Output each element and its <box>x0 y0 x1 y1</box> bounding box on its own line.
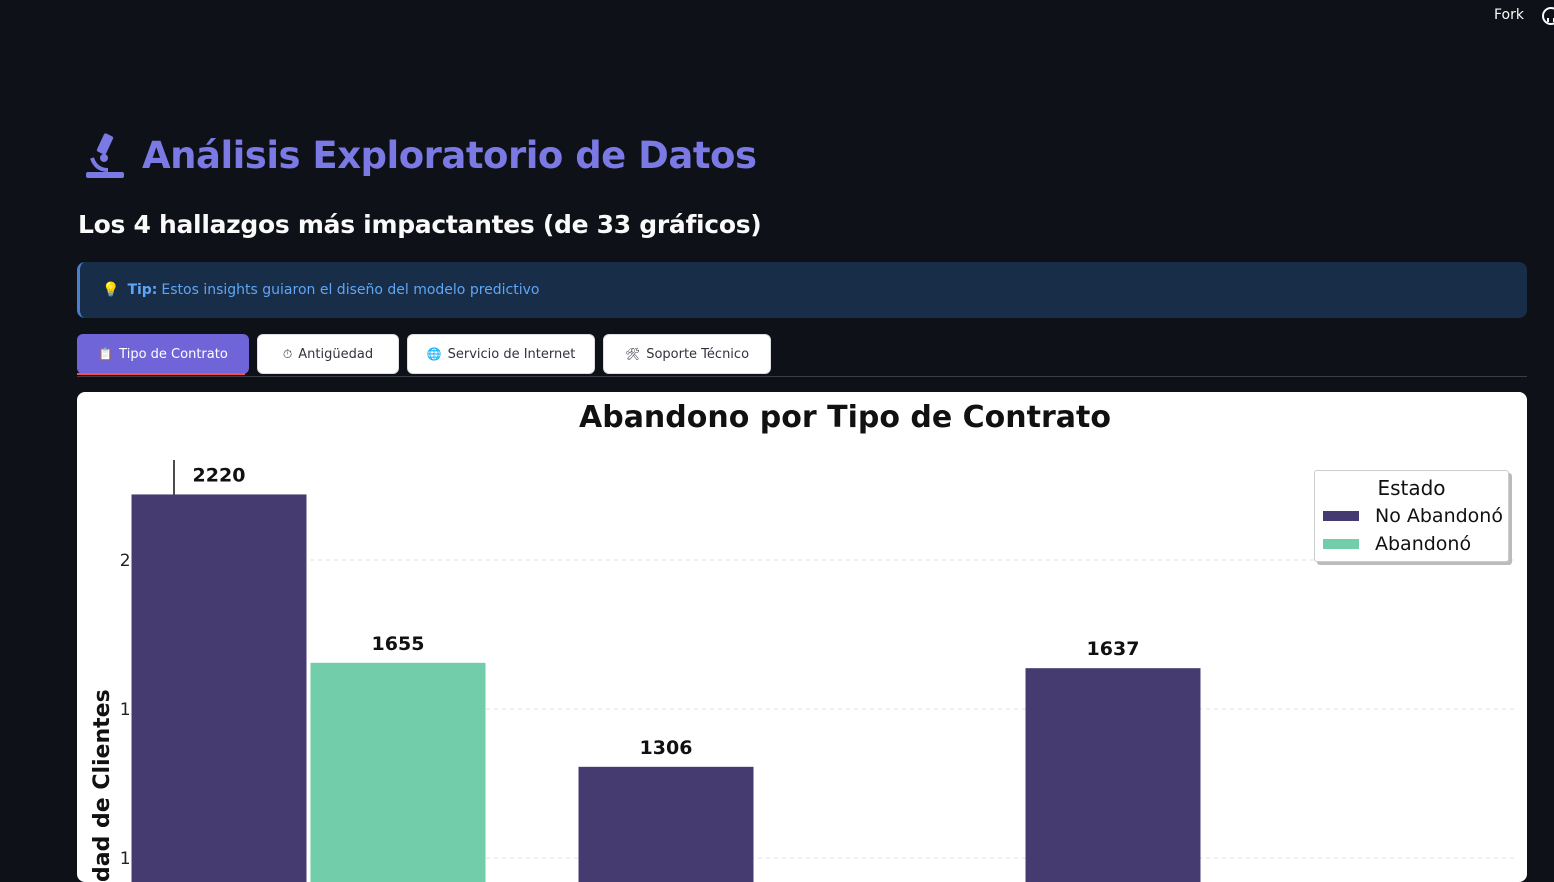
stopwatch-icon: ⏱ <box>282 346 293 361</box>
tip-alert: 💡 Tip: Estos insights guiaron el diseño … <box>77 262 1527 318</box>
microscope-icon <box>86 133 124 178</box>
tab-antiguedad[interactable]: ⏱ Antigüedad <box>257 334 399 374</box>
legend-title: Estado <box>1377 476 1446 500</box>
tools-icon: 🛠 <box>624 347 641 361</box>
bar-chart: Abandono por Tipo de Contrato dad de Cli… <box>90 400 1517 882</box>
data-label: 1306 <box>640 737 693 759</box>
chart-legend: Estado No Abandonó Abandonó <box>1314 470 1509 562</box>
github-icon[interactable] <box>1541 6 1554 26</box>
data-label: 1637 <box>1087 638 1140 660</box>
legend-label: Abandonó <box>1375 533 1472 555</box>
bar-abandono <box>310 662 486 882</box>
page-title: Análisis Exploratorio de Datos <box>142 133 757 177</box>
page-title-row: Análisis Exploratorio de Datos <box>82 132 757 178</box>
tab-servicio-de-internet[interactable]: 🌐 Servicio de Internet <box>407 334 595 374</box>
tab-soporte-tecnico[interactable]: 🛠 Soporte Técnico <box>603 334 771 374</box>
tip-label: Tip: <box>127 282 158 298</box>
legend-swatch <box>1323 539 1359 549</box>
legend-label: No Abandonó <box>1375 505 1503 527</box>
legend-item-no-abandono: No Abandonó <box>1323 505 1503 527</box>
tip-text: Estos insights guiaron el diseño del mod… <box>161 282 540 298</box>
tab-bar: 📋 Tipo de Contrato ⏱ Antigüedad 🌐 Servic… <box>77 334 1527 377</box>
data-label: 1655 <box>372 633 425 655</box>
tab-label: Servicio de Internet <box>447 346 576 362</box>
chart-card: Abandono por Tipo de Contrato dad de Cli… <box>77 392 1527 882</box>
lightbulb-icon: 💡 <box>102 282 120 298</box>
legend-swatch <box>1323 511 1359 521</box>
tab-label: Soporte Técnico <box>646 346 750 362</box>
data-label: 2220 <box>193 464 246 486</box>
tab-label: Tipo de Contrato <box>119 346 228 362</box>
clipboard-icon: 📋 <box>98 347 114 361</box>
page-subtitle: Los 4 hallazgos más impactantes (de 33 g… <box>78 210 762 239</box>
tab-label: Antigüedad <box>298 346 374 362</box>
bar-no-abandono <box>578 766 754 882</box>
active-tab-indicator <box>77 373 245 375</box>
chart-title: Abandono por Tipo de Contrato <box>579 400 1111 435</box>
legend-item-abandono: Abandonó <box>1323 533 1471 555</box>
globe-icon: 🌐 <box>426 347 442 361</box>
bar-no-abandono <box>131 494 307 882</box>
bar-no-abandono <box>1025 668 1201 882</box>
y-axis-label: dad de Clientes <box>90 689 115 882</box>
fork-link[interactable]: Fork <box>1494 7 1524 23</box>
top-toolbar: Fork <box>0 0 1554 40</box>
tab-tipo-de-contrato[interactable]: 📋 Tipo de Contrato <box>77 334 249 374</box>
